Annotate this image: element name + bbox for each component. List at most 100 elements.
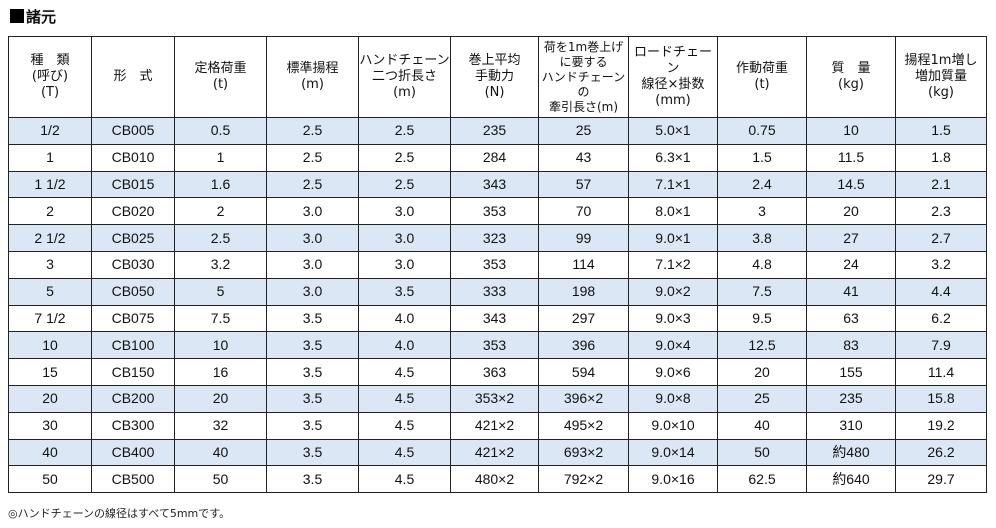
table-cell: 9.5	[717, 304, 807, 333]
table-cell: 40	[174, 438, 267, 467]
table-cell: 83	[806, 331, 896, 360]
square-bullet-icon	[10, 9, 24, 23]
header-line: 種 類	[30, 53, 70, 68]
table-cell: 10	[806, 117, 896, 145]
footnote: ◎ハンドチェーンの線径はすべて5mmです。	[8, 507, 231, 520]
header-hand-chain-length: ハンドチェーン 二つ折長さ (m)	[358, 36, 451, 118]
table-cell: 3	[717, 197, 807, 226]
table-cell: 50	[717, 438, 807, 467]
table-cell: 323	[450, 224, 539, 252]
table-cell: 4.0	[358, 331, 451, 360]
table-cell: 1.5	[895, 117, 987, 145]
header-model: 形 式	[91, 36, 175, 118]
table-cell: 7.5	[717, 277, 807, 306]
header-type: 種 類 (呼び) (T)	[8, 36, 92, 118]
table-cell: 9.0×8	[628, 384, 718, 413]
header-line: (N)	[484, 85, 505, 100]
table-cell: CB010	[91, 143, 175, 172]
table-cell: 40	[8, 438, 92, 467]
table-cell: 6.3×1	[628, 143, 718, 172]
header-line: (T)	[40, 85, 60, 100]
table-cell: 70	[538, 197, 629, 226]
header-line: 二つ折長さ	[371, 69, 437, 84]
table-cell: 421×2	[450, 411, 539, 440]
header-line: 標準揚程	[286, 61, 339, 76]
table-row: 20 CB200 20 3.5 4.5 353×2 396×2 9.0×8 25 235 15.8	[8, 384, 987, 413]
table-cell: CB015	[91, 170, 175, 199]
table-cell: 20	[717, 358, 807, 386]
table-cell: 594	[538, 358, 629, 386]
table-cell: 4.5	[358, 465, 451, 494]
table-cell: 30	[8, 411, 92, 440]
table-cell: 32	[174, 411, 267, 440]
header-load-chain: ロードチェーン 線径×掛数 (mm)	[628, 36, 718, 118]
table-cell: 26.2	[895, 438, 987, 467]
table-cell: 11.5	[806, 143, 896, 172]
table-cell: 3.0	[266, 250, 359, 279]
table-cell: 20	[8, 384, 92, 413]
table-cell: 50	[8, 465, 92, 494]
table-cell: 7 1/2	[8, 304, 92, 333]
table-cell: 2.5	[266, 143, 359, 172]
table-cell: 3.5	[266, 331, 359, 360]
table-cell: 43	[538, 143, 629, 172]
table-cell: 4.8	[717, 250, 807, 279]
table-cell: 3.5	[266, 438, 359, 467]
table-cell: 353	[450, 331, 539, 360]
table-cell: 3.5	[266, 358, 359, 386]
table-cell: 2	[8, 197, 92, 226]
table-cell: 3.0	[266, 197, 359, 226]
table-cell: 396×2	[538, 384, 629, 413]
table-cell: 3.0	[358, 224, 451, 252]
header-line: ロードチェーン	[633, 45, 712, 76]
table-cell: 3.2	[895, 250, 987, 279]
table-cell: 4.5	[358, 358, 451, 386]
table-cell: CB100	[91, 331, 175, 360]
table-cell: 10	[174, 331, 267, 360]
table-cell: CB020	[91, 197, 175, 226]
header-line: (呼び)	[31, 69, 69, 84]
table-cell: 396	[538, 331, 629, 360]
table-cell: 9.0×16	[628, 465, 718, 494]
table-cell: 9.0×1	[628, 224, 718, 252]
table-cell: 3.8	[717, 224, 807, 252]
table-cell: 62.5	[717, 465, 807, 494]
header-line: (kg)	[928, 85, 954, 100]
table-cell: CB500	[91, 465, 175, 494]
table-cell: 284	[450, 143, 539, 172]
header-line: に要する	[559, 54, 608, 69]
table-cell: 235	[806, 384, 896, 413]
table-cell: 4.0	[358, 304, 451, 333]
header-line: 作動荷重	[735, 61, 788, 76]
table-cell: 3.5	[266, 384, 359, 413]
table-cell: 19.2	[895, 411, 987, 440]
table-cell: 4.5	[358, 438, 451, 467]
table-cell: 2.5	[358, 170, 451, 199]
table-cell: 10	[8, 331, 92, 360]
header-line: 質 量	[831, 61, 871, 76]
header-line: ハンドチェーン	[359, 53, 450, 68]
table-cell: CB300	[91, 411, 175, 440]
table-cell: 20	[174, 384, 267, 413]
section-title: 諸元	[26, 8, 57, 26]
table-cell: 1.5	[717, 143, 807, 172]
table-cell: 15	[8, 358, 92, 386]
table-cell: 155	[806, 358, 896, 386]
table-cell: 0.5	[174, 117, 267, 145]
table-row: 40 CB400 40 3.5 4.5 421×2 693×2 9.0×14 50 約480 26.…	[8, 438, 987, 467]
table-cell: CB050	[91, 277, 175, 306]
table-cell: 363	[450, 358, 539, 386]
table-cell: 5	[8, 277, 92, 306]
table-cell: 15.8	[895, 384, 987, 413]
table-header-row: 種 類 (呼び) (T) 形 式 定格荷重 (t) 標準揚程 (m) ハンドチェーン 二つ…	[8, 36, 987, 118]
header-line: 形 式	[113, 69, 153, 84]
header-line: ハンドチェーンの	[541, 69, 626, 99]
table-cell: 198	[538, 277, 629, 306]
table-cell: 20	[806, 197, 896, 226]
table-cell: 2	[174, 197, 267, 226]
table-body: 1/2 CB005 0.5 2.5 2.5 235 25 5.0×1 0.75 10 1.5 1 CB0…	[8, 117, 987, 494]
table-cell: 99	[538, 224, 629, 252]
table-row: 3 CB030 3.2 3.0 3.0 353 114 7.1×2 4.8 24 3.2	[8, 250, 987, 279]
table-cell: 9.0×10	[628, 411, 718, 440]
table-cell: 353	[450, 197, 539, 226]
